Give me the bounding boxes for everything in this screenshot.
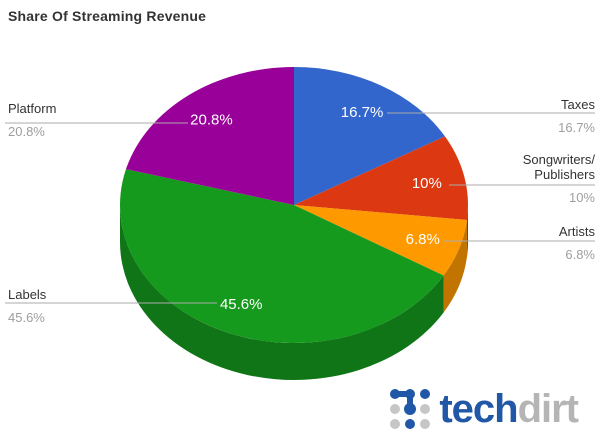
callout-platform: Platform 20.8% <box>8 101 56 139</box>
pie-slice-platform[interactable] <box>125 67 295 205</box>
callout-artists-pct: 6.8% <box>565 247 595 262</box>
callout-artists: Artists 6.8% <box>559 224 595 262</box>
pie-slice-songwriters-publishers-value: 10% <box>412 175 442 192</box>
callout-taxes: Taxes 16.7% <box>558 97 595 135</box>
pie-slice-artists-value: 6.8% <box>406 231 440 248</box>
pie-slice-labels[interactable] <box>120 169 444 343</box>
pie-slice-songwriters-publishers-rim <box>466 205 468 257</box>
callout-taxes-name: Taxes <box>561 97 595 112</box>
callout-platform-pct: 20.8% <box>8 124 45 139</box>
callout-artists-name: Artists <box>558 224 595 239</box>
callout-songwriters-name-line2: Publishers <box>534 167 595 182</box>
pie-slice-taxes-value: 16.7% <box>341 104 384 121</box>
callout-labels: Labels 45.6% <box>8 287 46 325</box>
pie-slice-songwriters-publishers[interactable] <box>294 136 468 220</box>
wordmark-tech: tech <box>439 387 518 431</box>
callout-platform-name: Platform <box>8 101 57 116</box>
pie-slice-labels-rim <box>120 205 444 380</box>
wordmark-dirt: dirt <box>517 387 579 431</box>
callout-labels-pct: 45.6% <box>8 310 45 325</box>
callout-taxes-pct: 16.7% <box>558 120 595 135</box>
pie-slice-labels-value: 45.6% <box>220 296 263 313</box>
pie-slice-taxes[interactable] <box>294 67 445 205</box>
callout-labels-name: Labels <box>8 287 47 302</box>
techdirt-logo: techdirt <box>388 387 579 431</box>
techdirt-wordmark: techdirt <box>439 387 579 431</box>
callout-songwriters: Songwriters/ Publishers 10% <box>523 152 595 205</box>
pie-slice-artists[interactable] <box>294 205 467 276</box>
pie-slice-platform-value: 20.8% <box>190 112 233 129</box>
pie-slice-artists-rim <box>443 219 467 313</box>
callout-songwriters-name-line1: Songwriters/ <box>522 152 595 167</box>
callout-songwriters-pct: 10% <box>568 190 595 205</box>
techdirt-logo-icon <box>390 389 431 429</box>
chart-title: Share Of Streaming Revenue <box>8 8 207 24</box>
